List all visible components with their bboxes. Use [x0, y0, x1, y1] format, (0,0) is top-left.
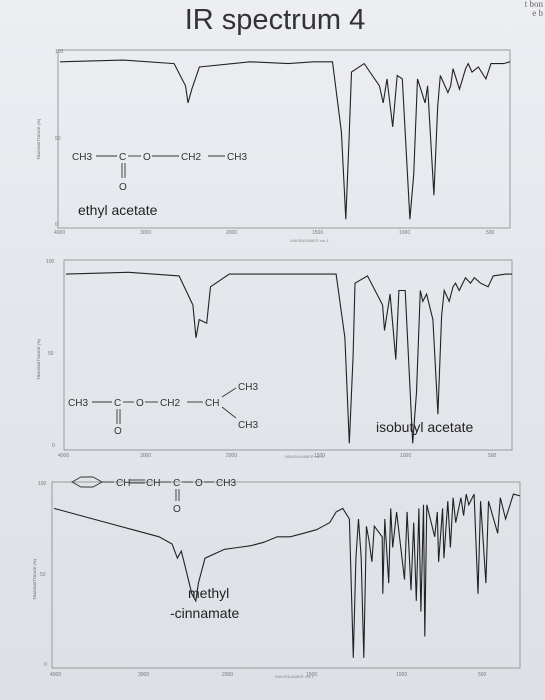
compound-label: isobutyl acetate	[376, 419, 473, 435]
formula-group: CH3	[227, 152, 247, 163]
x-tick-label: 2000	[222, 672, 233, 678]
formula-group: C	[114, 398, 121, 409]
formula-group: O	[114, 426, 122, 437]
y-tick-label: 0	[52, 443, 55, 449]
plot-frame	[51, 481, 521, 669]
plot-frame	[57, 49, 511, 229]
bond	[221, 387, 237, 398]
ir-panel-isobutyl-acetate: TRANSMITTANCE (%) WAVENUMBER cm-1 100 50…	[36, 259, 513, 459]
corner-note-line: e b	[532, 8, 543, 18]
x-tick-label: 3000	[138, 672, 149, 678]
x-tick-label: 1500	[312, 230, 323, 236]
formula-group: CH3	[238, 420, 258, 431]
formula-group: CH2	[181, 152, 201, 163]
structural-formula: CH3 C O CH2 CH CH3 CH3 O	[68, 382, 258, 437]
y-tick-label: 50	[48, 351, 54, 357]
y-tick-label: 100	[46, 259, 55, 265]
formula-group: CH3	[238, 382, 258, 393]
x-tick-label: 2000	[226, 453, 237, 459]
formula-group: O	[119, 182, 127, 193]
formula-group: CH	[116, 478, 130, 489]
x-tick-label: 1500	[314, 453, 325, 459]
formula-group: CH3	[72, 152, 92, 163]
formula-group: C	[173, 478, 180, 489]
ir-trace-line	[59, 59, 511, 220]
formula-group: CH	[205, 398, 219, 409]
formula-group: O	[173, 504, 181, 515]
ir-trace-line	[53, 493, 521, 658]
y-tick-label: 100	[38, 481, 47, 487]
x-tick-label: 1500	[306, 672, 317, 678]
y-axis-title: TRANSMITTANCE (%)	[32, 558, 37, 600]
ir-panel-methyl-cinnamate: TRANSMITTANCE (%) WAVENUMBER cm-1 100 50…	[32, 476, 521, 679]
compound-label: ethyl acetate	[78, 202, 158, 218]
corner-note: t bon e b	[503, 0, 543, 18]
x-tick-label: 4000	[54, 230, 65, 236]
y-tick-label: 100	[55, 49, 64, 55]
formula-group: O	[143, 152, 151, 163]
x-axis-title: WAVENUMBER cm-1	[275, 674, 314, 679]
x-axis-title: WAVENUMBER cm-1	[285, 454, 324, 459]
x-axis-title: WAVENUMBER cm-1	[290, 238, 329, 243]
y-axis-title: TRANSMITTANCE (%)	[36, 118, 41, 160]
x-tick-label: 4000	[58, 453, 69, 459]
ir-panel-ethyl-acetate: TRANSMITTANCE (%) WAVENUMBER cm-1 100 50…	[36, 49, 511, 243]
structural-formula: CH CH C O CH3 O	[71, 476, 236, 515]
bond	[221, 406, 237, 419]
x-tick-label: 4000	[50, 672, 61, 678]
formula-group: O	[136, 398, 144, 409]
y-tick-label: 0	[55, 222, 58, 228]
structural-formula: CH3 C O CH2 CH3 O	[72, 152, 247, 193]
formula-group: C	[119, 152, 126, 163]
x-tick-label: 500	[478, 672, 487, 678]
formula-group: O	[195, 478, 203, 489]
x-tick-label: 500	[486, 230, 495, 236]
formula-group: CH2	[160, 398, 180, 409]
x-tick-label: 2000	[226, 230, 237, 236]
x-tick-label: 3000	[140, 453, 151, 459]
x-tick-label: 1000	[400, 453, 411, 459]
x-tick-label: 500	[488, 453, 497, 459]
plot-frame	[63, 259, 513, 451]
y-tick-label: 50	[40, 572, 46, 578]
page-title: IR spectrum 4	[184, 4, 366, 36]
corner-note-line: t bon	[524, 0, 543, 9]
x-tick-label: 3000	[140, 230, 151, 236]
compound-label-line: -cinnamate	[170, 605, 239, 621]
formula-group: CH	[146, 478, 160, 489]
y-tick-label: 0	[44, 662, 47, 668]
formula-group: CH3	[68, 398, 88, 409]
formula-group: CH3	[216, 478, 236, 489]
compound-label-line: methyl	[188, 585, 229, 601]
y-tick-label: 50	[55, 136, 61, 142]
x-tick-label: 1000	[399, 230, 410, 236]
ir-trace-line	[65, 271, 512, 444]
x-tick-label: 1000	[396, 672, 407, 678]
y-axis-title: TRANSMITTANCE (%)	[36, 338, 41, 380]
